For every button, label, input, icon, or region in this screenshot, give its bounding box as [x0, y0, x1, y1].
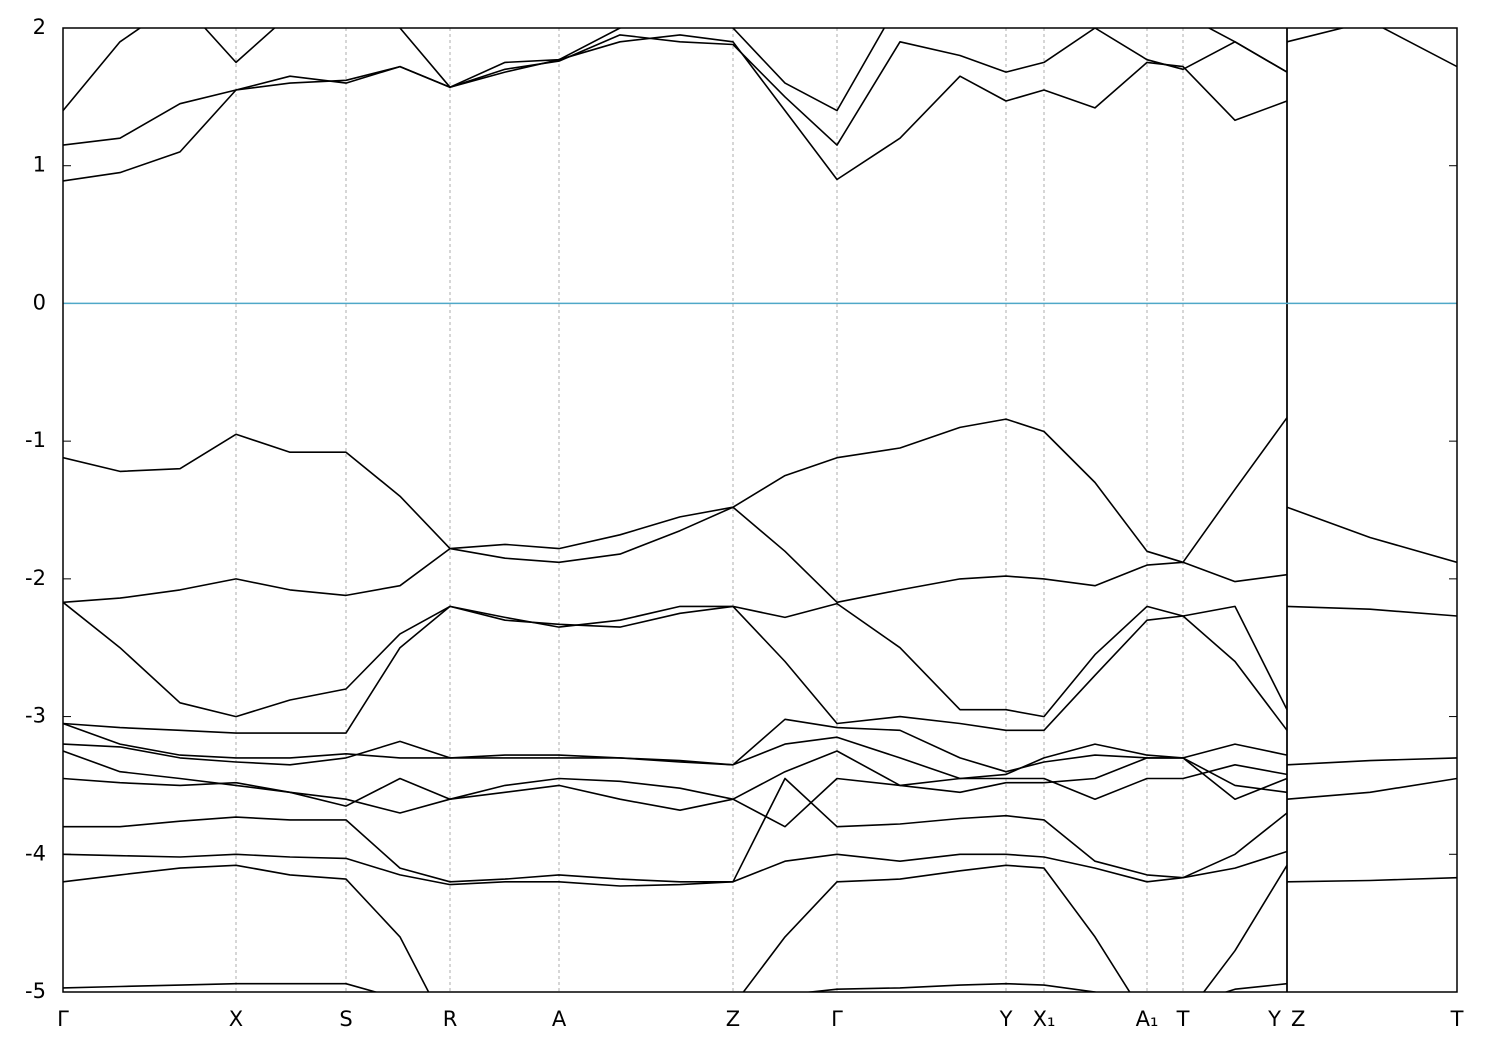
- x-tick-label: Y: [999, 1007, 1013, 1031]
- y-tick-label: 2: [33, 15, 46, 39]
- y-tick-label: -4: [25, 841, 46, 865]
- band-line: [63, 602, 1457, 800]
- y-tick-label: -2: [25, 566, 46, 590]
- grid: [62, 27, 1458, 993]
- band-line: [63, 28, 1457, 182]
- y-tick-label: -5: [25, 979, 46, 1003]
- x-tick-label: X₁: [1033, 1007, 1056, 1031]
- x-tick-label: Z: [1291, 1007, 1305, 1031]
- x-tick-label: Z: [726, 1007, 740, 1031]
- x-tick-label: A₁: [1136, 1007, 1159, 1031]
- x-tick-label: Γ: [831, 1007, 843, 1031]
- x-tick-label: R: [443, 1007, 458, 1031]
- band-line: [63, 777, 1288, 883]
- band-line: [63, 417, 1457, 564]
- x-tick-label: T: [1176, 1007, 1190, 1031]
- x-tick-label: T: [1450, 1007, 1464, 1031]
- band-line: [63, 757, 1288, 828]
- band-line: [63, 850, 1288, 887]
- bands: [63, 28, 1457, 992]
- band-line: [63, 601, 1457, 766]
- band-line: [63, 718, 1457, 883]
- y-tick-label: 1: [33, 153, 46, 177]
- band-line: [63, 506, 1457, 617]
- x-tick-label: X: [229, 1007, 243, 1031]
- x-tick-label: A: [552, 1007, 567, 1031]
- y-tick-label: 0: [33, 290, 46, 314]
- plot-frame: [62, 27, 1458, 993]
- band-line: [63, 28, 1288, 146]
- x-tick-label: Y: [1267, 1007, 1281, 1031]
- band-line: [63, 28, 1288, 112]
- band-line: [63, 743, 1288, 811]
- band-line: [63, 982, 1288, 992]
- x-tick-label: Γ: [57, 1007, 69, 1031]
- y-tick-label: -3: [25, 704, 46, 728]
- band-line: [63, 736, 1288, 800]
- band-line: [63, 864, 1288, 992]
- y-tick-label: -1: [25, 428, 46, 452]
- x-tick-label: S: [339, 1007, 352, 1031]
